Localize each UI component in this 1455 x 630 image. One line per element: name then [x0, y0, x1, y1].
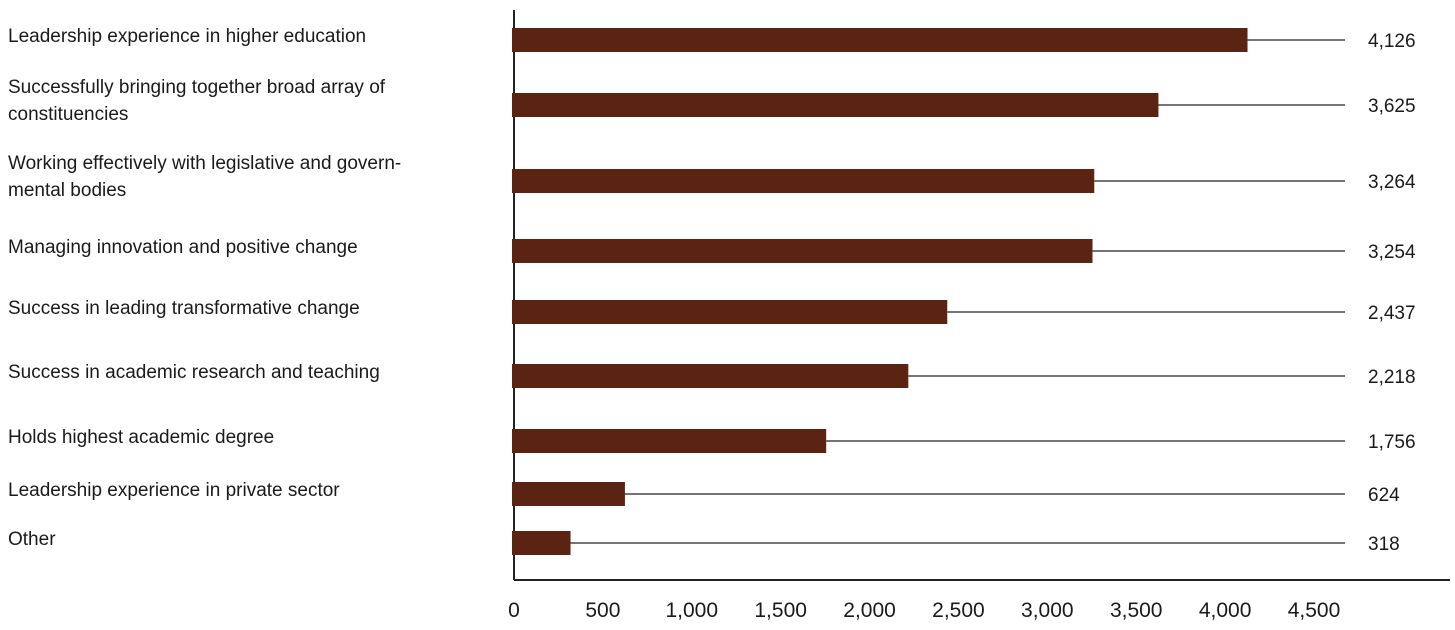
x-tick-label: 0 — [508, 599, 520, 622]
category-label-line: Holds highest academic degree — [8, 426, 275, 448]
bar — [512, 169, 1095, 193]
x-tick-label: 500 — [585, 599, 620, 622]
x-tick-label: 2,500 — [932, 599, 985, 622]
category-label: Other — [8, 526, 498, 553]
category-label-line: Successfully bringing together broad arr… — [8, 77, 386, 98]
category-label-line: Success in leading transformative change — [8, 297, 360, 319]
category-label: Successfully bringing together broad arr… — [8, 74, 498, 128]
value-label: 3,254 — [1368, 242, 1416, 263]
bar — [512, 93, 1159, 117]
category-label-line: constituencies — [8, 104, 129, 125]
bar — [512, 482, 625, 506]
category-label-line: Other — [8, 528, 56, 550]
category-label: Leadership experience in higher educatio… — [8, 23, 498, 50]
value-label: 624 — [1368, 485, 1400, 506]
value-label: 3,625 — [1368, 96, 1416, 117]
x-tick-label: 1,000 — [665, 599, 718, 622]
category-label-line: Leadership experience in higher educatio… — [8, 25, 367, 47]
bar — [512, 531, 571, 555]
x-tick-label: 4,000 — [1199, 599, 1252, 622]
bar — [512, 429, 827, 453]
category-label-line: Success in academic research and teachin… — [8, 361, 380, 383]
category-label: Working effectively with legislative and… — [8, 150, 498, 204]
category-label: Success in leading transformative change — [8, 295, 498, 322]
value-label: 3,264 — [1368, 172, 1416, 193]
x-tick-label: 2,000 — [843, 599, 896, 622]
x-tick-label: 1,500 — [754, 599, 807, 622]
category-label: Leadership experience in private sector — [8, 477, 498, 504]
bar — [512, 364, 909, 388]
bar — [512, 239, 1093, 263]
category-label: Managing innovation and positive change — [8, 234, 498, 261]
category-label-line: Working effectively with legislative and… — [8, 153, 402, 174]
category-label-line: mental bodies — [8, 180, 127, 201]
value-label: 318 — [1368, 534, 1400, 555]
value-label: 4,126 — [1368, 31, 1416, 52]
category-label: Holds highest academic degree — [8, 424, 498, 451]
value-label: 2,437 — [1368, 303, 1416, 324]
category-label-line: Leadership experience in private sector — [8, 479, 340, 501]
x-tick-label: 3,000 — [1021, 599, 1074, 622]
bar — [512, 28, 1248, 52]
x-tick-label: 4,500 — [1288, 599, 1341, 622]
value-label: 2,218 — [1368, 367, 1416, 388]
category-label: Success in academic research and teachin… — [8, 359, 498, 386]
category-label-line: Managing innovation and positive change — [8, 236, 358, 258]
value-label: 1,756 — [1368, 432, 1416, 453]
bar — [512, 300, 948, 324]
x-tick-label: 3,500 — [1110, 599, 1163, 622]
